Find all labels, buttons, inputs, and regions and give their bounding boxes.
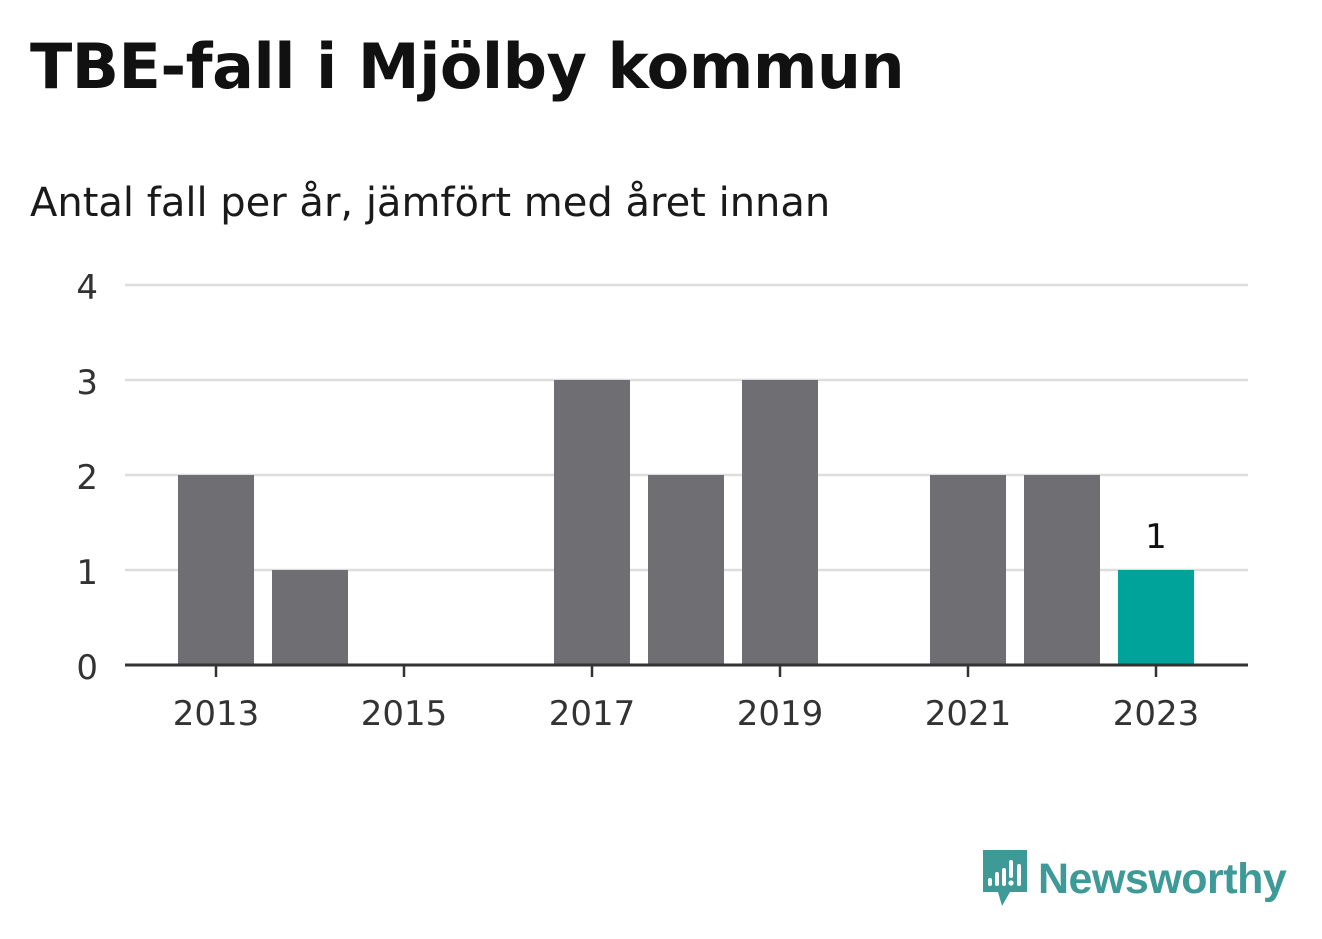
- chart-title: TBE-fall i Mjölby kommun: [30, 30, 905, 103]
- x-tick-label: 2017: [549, 694, 636, 734]
- x-tick-label: 2015: [361, 694, 448, 734]
- x-tick-label: 2019: [737, 694, 824, 734]
- x-axis-ticks: 2013 2015 2017 2019 2021 2023: [173, 665, 1200, 734]
- data-labels: 1: [1145, 517, 1167, 557]
- x-tick-label: 2021: [925, 694, 1012, 734]
- bar-2021: [930, 475, 1006, 665]
- bars: [178, 380, 1194, 665]
- bar-2019: [742, 380, 818, 665]
- bar-2022: [1024, 475, 1100, 665]
- brand-logo: Newsworthy: [980, 848, 1287, 910]
- bar-2013: [178, 475, 254, 665]
- x-tick-label: 2023: [1113, 694, 1200, 734]
- bar-2017: [554, 380, 630, 665]
- chart-subtitle: Antal fall per år, jämfört med året inna…: [30, 180, 831, 226]
- y-tick-label: 0: [76, 648, 98, 688]
- bar-2023: [1118, 570, 1194, 665]
- y-tick-label: 3: [76, 363, 98, 403]
- data-label: 1: [1145, 517, 1167, 557]
- y-tick-label: 4: [76, 268, 98, 308]
- bar-2018: [648, 475, 724, 665]
- x-tick-label: 2013: [173, 694, 260, 734]
- brand-name: Newsworthy: [1038, 854, 1287, 903]
- bar-2014: [272, 570, 348, 665]
- bar-chart: 0 1 2 3 4 2013 2015 2017 2019 2021 2023 1: [76, 268, 1248, 734]
- y-tick-label: 2: [76, 458, 98, 498]
- y-axis-ticks: 0 1 2 3 4: [76, 268, 98, 688]
- newsworthy-logo-icon: [983, 850, 1027, 906]
- y-tick-label: 1: [76, 553, 98, 593]
